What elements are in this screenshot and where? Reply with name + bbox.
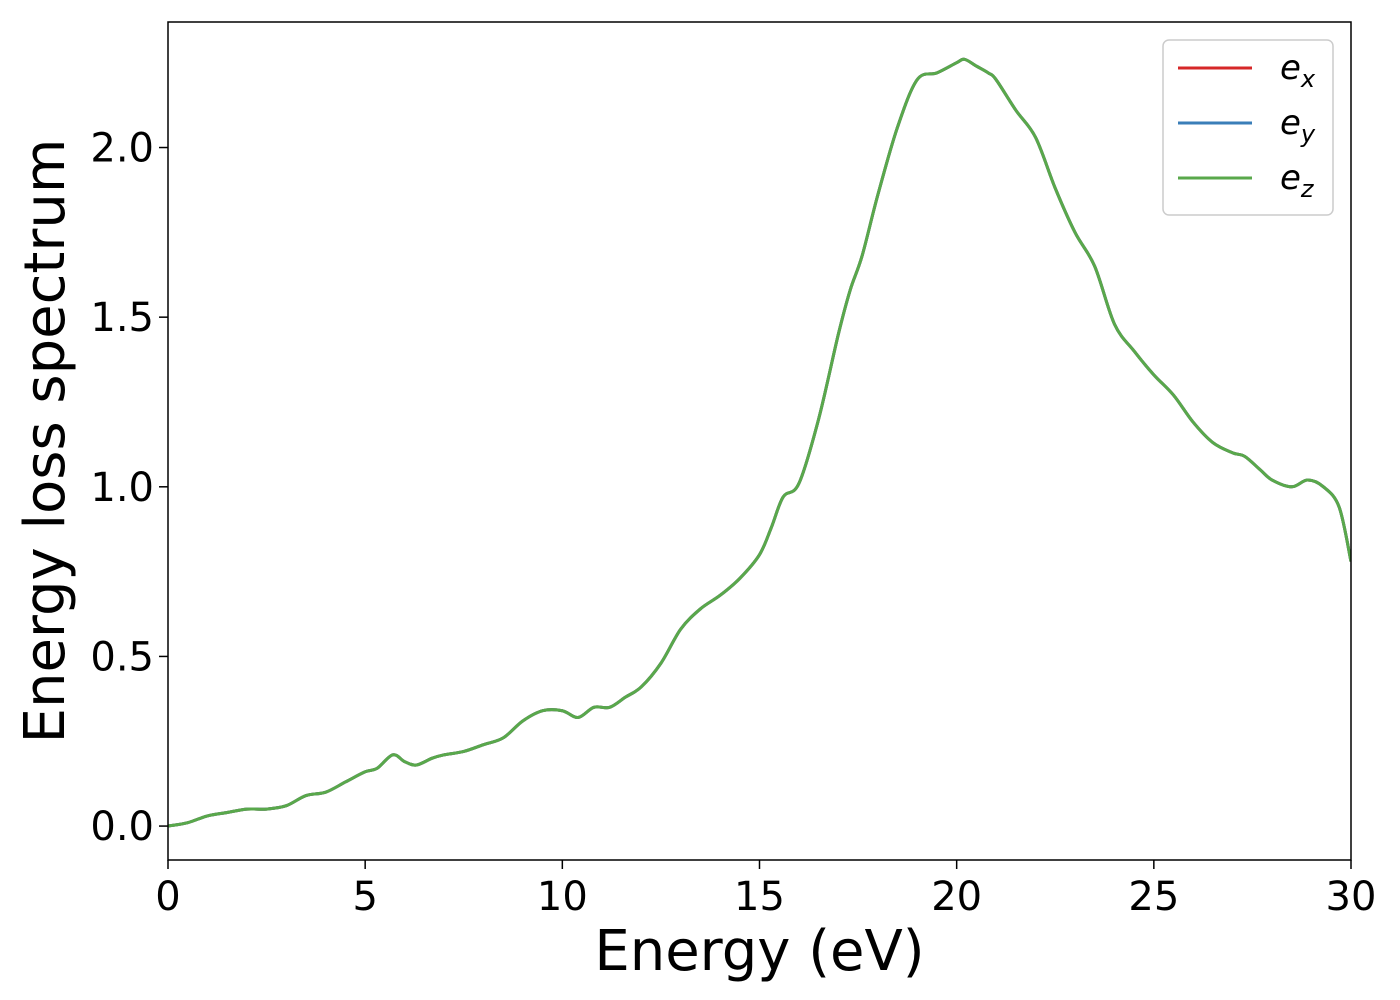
x-tick-label: 15 [734, 874, 785, 920]
x-tick-label: 0 [155, 874, 180, 920]
y-tick-label: 0.5 [90, 634, 154, 680]
x-axis-ticks: 0 5 10 15 20 25 30 [155, 860, 1376, 920]
x-tick-label: 30 [1326, 874, 1377, 920]
x-tick-label: 25 [1128, 874, 1179, 920]
y-axis-label: Energy loss spectrum [13, 139, 78, 744]
x-tick-label: 5 [352, 874, 377, 920]
series-layer [168, 57, 1351, 828]
y-tick-label: 0.0 [90, 804, 154, 850]
legend-box [1162, 39, 1334, 216]
legend-label-ey: ey [1280, 103, 1316, 148]
series-line-ez [168, 57, 1351, 828]
x-tick-label: 20 [931, 874, 982, 920]
legend-label-ez: ez [1280, 158, 1315, 203]
x-axis-label: Energy (eV) [594, 919, 924, 984]
legend-label-ex: ex [1280, 48, 1316, 93]
y-tick-label: 2.0 [90, 126, 154, 172]
y-axis-ticks: 0.0 0.5 1.0 1.5 2.0 [90, 126, 168, 850]
legend: ex ey ez [1162, 39, 1334, 216]
x-tick-label: 10 [537, 874, 588, 920]
y-tick-label: 1.5 [90, 295, 154, 341]
y-tick-label: 1.0 [90, 465, 154, 511]
